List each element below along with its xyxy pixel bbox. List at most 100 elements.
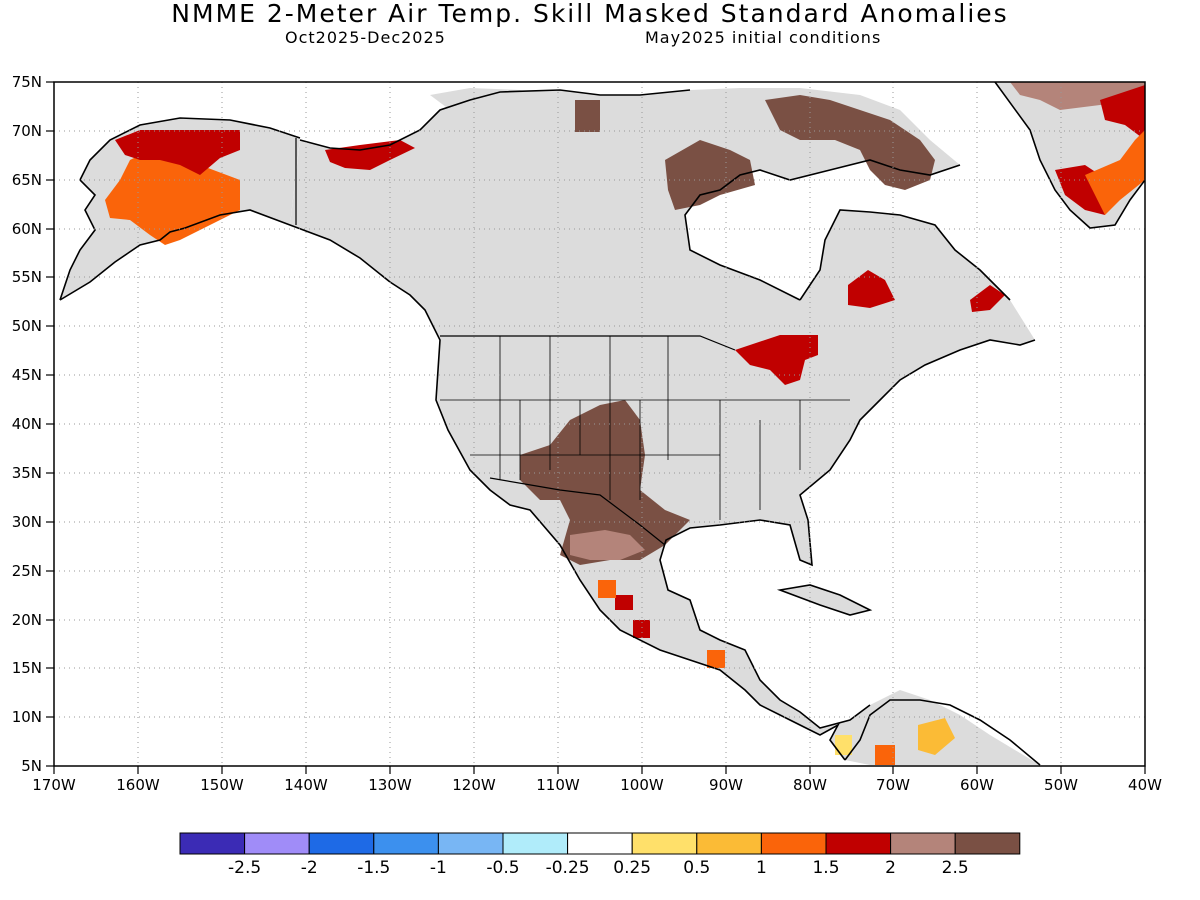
colorbar-swatch xyxy=(502,832,569,855)
colorbar-label: -2.5 xyxy=(228,858,261,878)
lon-label: 110W xyxy=(536,776,580,794)
coastline-layer xyxy=(59,82,1145,766)
colorbar-swatch xyxy=(890,832,956,855)
anomaly-layer xyxy=(105,82,1145,765)
lon-label: 60W xyxy=(960,776,994,794)
yukon-anomaly-2 xyxy=(325,140,415,170)
lat-label: 25N xyxy=(12,562,42,580)
lat-label: 50N xyxy=(12,317,42,335)
us-canada-border xyxy=(440,335,736,351)
longitude-labels: 170W 160W 150W 140W 130W 120W 110W 100W … xyxy=(32,776,1162,794)
arctic-islands xyxy=(430,88,660,155)
lon-label: 130W xyxy=(368,776,412,794)
colorbar-swatch xyxy=(631,832,698,855)
colorbar-swatch xyxy=(308,832,375,855)
lon-label: 50W xyxy=(1044,776,1078,794)
lon-label: 80W xyxy=(793,776,827,794)
colorbar-swatch xyxy=(179,832,246,855)
colorbar-label: -0.5 xyxy=(486,858,519,878)
great-lakes-anomaly-2 xyxy=(735,335,818,385)
colorbar-swatch xyxy=(696,832,762,855)
colorbar-label: 0.5 xyxy=(683,858,710,878)
greenland-coast xyxy=(994,82,1145,229)
lat-label: 65N xyxy=(12,171,42,189)
state-borders xyxy=(440,336,850,520)
lat-label: 70N xyxy=(12,122,42,140)
lon-label: 150W xyxy=(200,776,244,794)
lat-label: 45N xyxy=(12,366,42,384)
lat-label: 35N xyxy=(12,464,42,482)
cuba-coast xyxy=(776,584,873,616)
north-america-landmass xyxy=(290,88,1040,765)
lat-label: 60N xyxy=(12,220,42,238)
us-mexico-border xyxy=(489,477,666,546)
lon-label: 70W xyxy=(876,776,910,794)
lat-label: 75N xyxy=(12,73,42,91)
colombia-anomaly-05 xyxy=(835,735,852,755)
na-coastline xyxy=(59,209,846,761)
colorbar-label: -1.5 xyxy=(357,858,390,878)
lon-label: 40W xyxy=(1128,776,1162,794)
hudson-bay-coast xyxy=(684,159,961,301)
lat-label: 5N xyxy=(21,757,42,775)
gulf-coastline xyxy=(659,339,1036,729)
arctic-anomaly-25 xyxy=(575,100,600,132)
map-area xyxy=(59,82,1145,766)
labrador-anomaly-2 xyxy=(970,285,1005,312)
quebec-anomaly-2 xyxy=(848,270,895,308)
colorbar-label: 1 xyxy=(756,858,767,878)
forecast-period: Oct2025-Dec2025 xyxy=(285,28,446,47)
lat-label: 30N xyxy=(12,513,42,531)
colorbar-swatch xyxy=(567,832,633,855)
colorbar-swatch xyxy=(825,832,892,855)
map-title: NMME 2-Meter Air Temp. Skill Masked Stan… xyxy=(171,0,1009,28)
lat-label: 10N xyxy=(12,708,42,726)
lon-label: 140W xyxy=(284,776,328,794)
lon-label: 160W xyxy=(116,776,160,794)
lon-ticks xyxy=(53,766,1146,774)
colorbar-label: -2 xyxy=(301,858,318,878)
arctic-coast xyxy=(299,89,691,151)
lat-label: 15N xyxy=(12,659,42,677)
lat-ticks xyxy=(46,81,54,767)
lon-label: 120W xyxy=(452,776,496,794)
colorbar-label: 1.5 xyxy=(812,858,839,878)
colorbar-swatch xyxy=(760,832,827,855)
south-america-anomaly-1 xyxy=(918,718,955,755)
hudson-anomaly-25 xyxy=(665,140,755,210)
gridlines xyxy=(54,82,1145,766)
mexico-anomaly-15 xyxy=(598,580,616,598)
lon-label: 90W xyxy=(709,776,743,794)
greenland-anomaly-15 xyxy=(1085,130,1145,215)
alaska-anomaly-15 xyxy=(105,150,240,245)
mexico-anomaly-2b xyxy=(633,620,650,638)
labrador-coast xyxy=(799,209,1011,301)
mexico-anomaly-25-light xyxy=(570,530,645,560)
colorbar-swatch xyxy=(437,832,504,855)
lon-label: 100W xyxy=(620,776,664,794)
lat-label: 55N xyxy=(12,268,42,286)
colorbar-label: -1 xyxy=(430,858,447,878)
southwest-anomaly-25 xyxy=(520,400,690,565)
alaska-west-coast xyxy=(59,117,301,301)
lat-label: 20N xyxy=(12,611,42,629)
mexico-anomaly-2 xyxy=(615,595,633,610)
colorbar-swatch xyxy=(954,832,1021,855)
baffin-anomaly-25 xyxy=(765,95,935,190)
colorbar-label: 2.5 xyxy=(942,858,969,878)
colorbar-labels: -2.5 -2 -1.5 -1 -0.5 -0.25 0.25 0.5 1 1.… xyxy=(228,858,969,878)
colorbar-swatch xyxy=(244,832,310,855)
alaska-anomaly-2 xyxy=(115,130,240,175)
cuba-island xyxy=(780,585,870,615)
south-america-coast xyxy=(844,699,1041,766)
colorbar xyxy=(179,832,1021,855)
south-america-anomaly-15 xyxy=(875,745,895,765)
colorbar-label: -0.25 xyxy=(546,858,590,878)
colorbar-swatch xyxy=(373,832,439,855)
latitude-labels: 75N 70N 65N 60N 55N 50N 45N 40N 35N 30N … xyxy=(12,73,42,775)
lat-label: 40N xyxy=(12,415,42,433)
greenland-anomaly-2 xyxy=(1100,85,1145,140)
central-america-anomaly-15 xyxy=(707,650,725,668)
colorbar-label: 0.25 xyxy=(613,858,651,878)
